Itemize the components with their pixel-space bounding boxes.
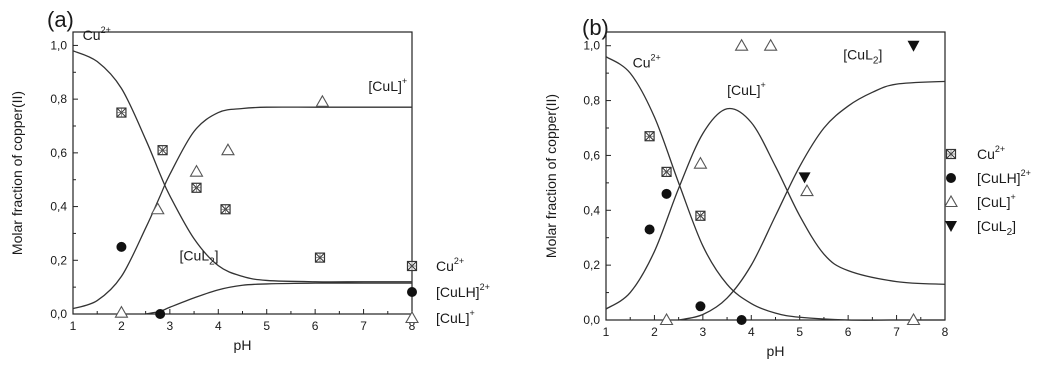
data-point-open-triangle bbox=[693, 156, 708, 169]
x-tick-label: 8 bbox=[409, 319, 416, 333]
curve-annotation: [CuL]+​ bbox=[727, 80, 766, 98]
data-point-square-x bbox=[661, 166, 672, 177]
x-tick-label: 6 bbox=[312, 319, 319, 333]
legend-marker bbox=[944, 194, 958, 208]
curve-annotation: Cu2+​ bbox=[633, 53, 661, 71]
curve-cu2 bbox=[72, 50, 412, 283]
curve-annotation: [CuL2] bbox=[180, 247, 219, 267]
x-tick-label: 1 bbox=[603, 325, 610, 339]
y-tick-label: 0,4 bbox=[583, 203, 600, 217]
legend: Cu2+​ [CuLH]2+​ [CuL]+​ [CuL2] bbox=[944, 144, 1031, 238]
y-tick-label: 0,2 bbox=[583, 258, 600, 272]
data-point-open-triangle bbox=[114, 305, 129, 318]
curve-annotation: [CuL2] bbox=[843, 46, 882, 66]
legend-marker bbox=[945, 221, 957, 232]
data-point-filled-circle bbox=[116, 241, 127, 252]
legend-label: [CuLH]2+​ bbox=[436, 282, 490, 300]
x-tick-label: 2 bbox=[651, 325, 658, 339]
data-point-square-x bbox=[695, 210, 706, 221]
data-point-filled-circle bbox=[661, 188, 672, 199]
data-point-square-x bbox=[157, 145, 168, 156]
curve-annotation: Cu2+​ bbox=[83, 25, 111, 43]
data-point-square-x bbox=[220, 204, 231, 215]
x-tick-label: 8 bbox=[942, 325, 949, 339]
legend-label: [CuLH]2+​ bbox=[977, 168, 1031, 186]
data-point-open-triangle bbox=[734, 38, 749, 51]
data-point-filled-down-triangle bbox=[907, 40, 920, 52]
x-tick-label: 1 bbox=[70, 319, 77, 333]
data-point-open-triangle bbox=[763, 38, 778, 51]
data-point-open-triangle bbox=[189, 164, 204, 177]
plot-frame bbox=[605, 31, 946, 321]
x-axis-title: pH bbox=[767, 343, 785, 359]
data-point-filled-circle bbox=[695, 301, 706, 312]
data-point-filled-circle bbox=[736, 315, 747, 325]
y-tick-label: 0,0 bbox=[50, 307, 67, 321]
y-tick-label: 0,4 bbox=[50, 200, 67, 214]
x-tick-label: 3 bbox=[700, 325, 707, 339]
legend-label: [CuL]+​ bbox=[977, 192, 1016, 210]
legend-marker bbox=[405, 310, 419, 324]
y-axis-title: Molar fraction of copper(II) bbox=[543, 94, 559, 258]
x-tick-label: 4 bbox=[215, 319, 222, 333]
curve-annotation: [CuL]+​ bbox=[368, 76, 407, 94]
y-axis-title: Molar fraction of copper(II) bbox=[9, 91, 25, 255]
x-tick-label: 6 bbox=[845, 325, 852, 339]
x-tick-label: 7 bbox=[893, 325, 900, 339]
chart-panel-b: (b) 1 2 3 4 5 6 7 8 0,0 0,2 0,4 0,6 0,8 1,0 pH Molar fra… bbox=[543, 15, 1031, 359]
data-point-filled-down-triangle bbox=[798, 172, 811, 184]
chart-panel-a: (a) 1 2 3 4 5 6 7 8 0,0 0,2 0,4 0,6 0,8 1,0 pH Molar fra… bbox=[9, 7, 490, 353]
x-tick-label: 2 bbox=[118, 319, 125, 333]
legend-label: [CuL]+​ bbox=[436, 308, 475, 326]
data-point-open-triangle bbox=[659, 312, 674, 326]
x-tick-label: 7 bbox=[360, 319, 367, 333]
x-tick-label: 5 bbox=[263, 319, 270, 333]
curve-cul bbox=[72, 106, 412, 310]
y-tick-label: 0,8 bbox=[583, 94, 600, 108]
data-point-filled-circle bbox=[155, 309, 166, 319]
y-tick-label: 1,0 bbox=[50, 38, 67, 52]
y-tick-label: 1,0 bbox=[583, 39, 600, 53]
legend-marker bbox=[407, 287, 417, 297]
legend-marker bbox=[946, 173, 956, 183]
x-axis-title: pH bbox=[234, 337, 252, 353]
data-point-square-x bbox=[314, 252, 326, 263]
curve-cu2 bbox=[605, 56, 945, 321]
y-tick-label: 0,8 bbox=[50, 92, 67, 106]
y-tick-label: 0,6 bbox=[583, 148, 600, 162]
data-point-open-triangle bbox=[800, 183, 814, 197]
x-tick-label: 5 bbox=[796, 325, 803, 339]
panel-label: (b) bbox=[582, 15, 609, 40]
legend-label: Cu2+​ bbox=[977, 144, 1005, 162]
data-point-square-x bbox=[191, 182, 202, 193]
y-tick-label: 0,6 bbox=[50, 146, 67, 160]
curve-cul bbox=[605, 107, 946, 310]
data-point-open-triangle bbox=[906, 312, 921, 326]
x-tick-label: 3 bbox=[167, 319, 174, 333]
x-tick-label: 4 bbox=[748, 325, 755, 339]
legend-marker bbox=[406, 260, 418, 272]
panel-label: (a) bbox=[47, 7, 74, 32]
data-point-open-triangle bbox=[150, 202, 165, 215]
curve-cul2 bbox=[678, 80, 946, 321]
legend-label: [CuL2] bbox=[977, 218, 1016, 238]
legend-marker bbox=[945, 148, 957, 160]
data-point-filled-circle bbox=[644, 224, 655, 235]
curve-cul2 bbox=[145, 282, 412, 315]
legend: Cu2+​ [CuLH]2+​ [CuL]+​ bbox=[405, 256, 490, 326]
y-tick-label: 0,2 bbox=[50, 253, 67, 267]
data-point-square-x bbox=[644, 131, 655, 142]
y-tick-label: 0,0 bbox=[583, 313, 600, 327]
data-point-open-triangle bbox=[315, 94, 330, 107]
data-point-square-x bbox=[116, 107, 127, 118]
legend-label: Cu2+​ bbox=[436, 256, 464, 274]
data-point-open-triangle bbox=[221, 143, 235, 156]
